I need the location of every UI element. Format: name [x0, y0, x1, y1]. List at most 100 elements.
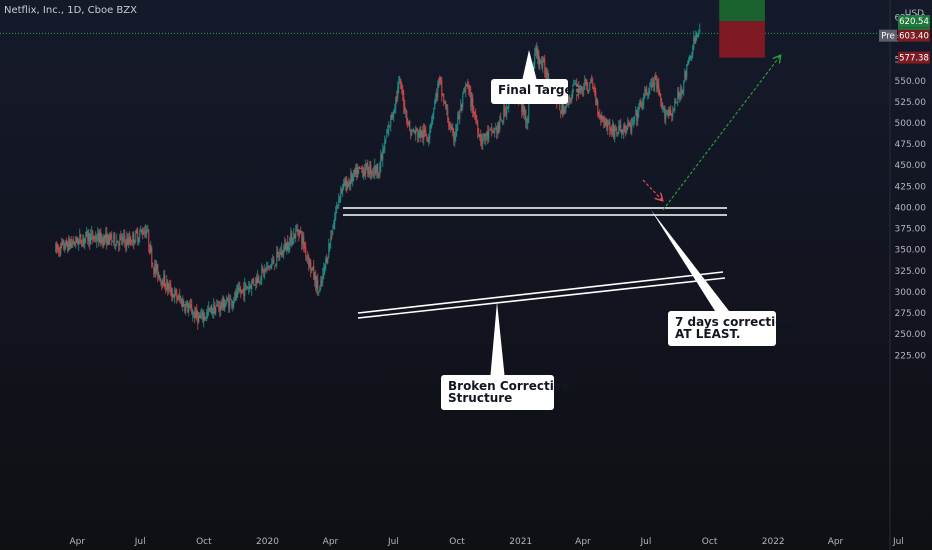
candle-body	[248, 286, 250, 290]
candle-body	[160, 279, 162, 282]
candle-body	[487, 130, 489, 138]
candle-body	[430, 124, 432, 130]
candle-body	[186, 302, 188, 306]
candle-body	[354, 169, 356, 175]
candle-body	[349, 181, 351, 185]
candle-body	[208, 307, 210, 312]
x-tick-label: 2020	[256, 537, 279, 547]
candle-body	[297, 229, 299, 232]
candle-body	[412, 130, 414, 132]
candle-body	[600, 115, 602, 120]
candle-body	[413, 131, 415, 133]
candle-body	[73, 241, 75, 244]
candle-body	[120, 235, 122, 237]
candle-body	[380, 155, 382, 168]
candle-body	[142, 231, 144, 235]
candle-body	[351, 174, 353, 182]
candle-body	[141, 230, 143, 232]
candle-body	[104, 235, 106, 240]
candle-body	[488, 130, 490, 140]
candle-body	[318, 291, 320, 293]
candle-body	[82, 238, 84, 246]
candle-body	[159, 275, 161, 281]
x-tick-label: Oct	[702, 537, 718, 547]
candle-body	[570, 97, 572, 101]
candle-body	[109, 233, 111, 245]
candle-body	[462, 95, 464, 107]
candle-body	[681, 88, 683, 93]
candle-body	[312, 266, 314, 270]
candle-body	[592, 82, 594, 89]
candle-body	[231, 299, 233, 306]
candle-body	[426, 136, 428, 139]
candle-body	[468, 84, 470, 91]
candle-body	[629, 124, 631, 127]
candle-body	[613, 125, 615, 138]
candle-body	[368, 172, 370, 175]
candle-body	[341, 188, 343, 192]
candle-body	[332, 230, 334, 235]
candle-body	[162, 283, 164, 287]
candle-body	[379, 166, 381, 177]
price-tag	[898, 29, 930, 42]
candle-body	[621, 129, 623, 134]
candle-body	[98, 232, 100, 244]
candle-body	[243, 288, 245, 297]
candle-body	[101, 238, 103, 243]
y-tick-label: 500.00	[895, 119, 927, 129]
candle-body	[638, 107, 640, 112]
candle-body	[77, 240, 79, 245]
x-tick-label: Apr	[323, 537, 339, 547]
candle-body	[371, 172, 373, 174]
candle-body	[172, 293, 174, 296]
candle-body	[667, 109, 669, 115]
candle-body	[266, 266, 268, 268]
candle-body	[176, 292, 178, 299]
candle-body	[68, 238, 70, 251]
candle-body	[235, 292, 237, 298]
candle-body	[646, 89, 648, 95]
candle-body	[398, 82, 400, 88]
candle-body	[376, 163, 378, 173]
candle-body	[607, 123, 609, 130]
candle-body	[676, 102, 678, 104]
candle-body	[538, 51, 540, 65]
candle-body	[124, 235, 126, 242]
candle-body	[233, 301, 235, 304]
candle-body	[56, 243, 58, 249]
price-tag	[898, 51, 930, 64]
candle-body	[481, 140, 483, 145]
candle-body	[220, 302, 222, 311]
candle-body	[212, 312, 214, 313]
candle-body	[216, 304, 218, 307]
candle-body	[535, 47, 537, 54]
candle-body	[396, 96, 398, 98]
candle-body	[539, 61, 541, 65]
candle-body	[180, 299, 182, 301]
candle-body	[80, 233, 82, 243]
symbol-title: Netflix, Inc., 1D, Cboe BZX	[4, 5, 137, 16]
x-tick-label: Jul	[639, 537, 651, 547]
candle-body	[605, 118, 607, 126]
candle-body	[526, 122, 528, 124]
candle-body	[70, 243, 72, 248]
callout-box	[491, 79, 568, 104]
candle-body	[374, 165, 376, 174]
candle-body	[406, 110, 408, 123]
candle-body	[295, 229, 297, 237]
candle-body	[280, 252, 282, 255]
candle-body	[361, 167, 363, 169]
candle-body	[282, 250, 284, 254]
channel-line	[357, 277, 726, 319]
candle-body	[306, 255, 308, 257]
candle-body	[409, 120, 411, 132]
candle-body	[432, 115, 434, 121]
candle-body	[476, 121, 478, 124]
candle-body	[674, 101, 676, 111]
candle-body	[391, 115, 393, 118]
candle-body	[299, 230, 301, 235]
candle-body	[130, 240, 132, 244]
candle-body	[651, 83, 653, 87]
candle-body	[601, 115, 603, 120]
